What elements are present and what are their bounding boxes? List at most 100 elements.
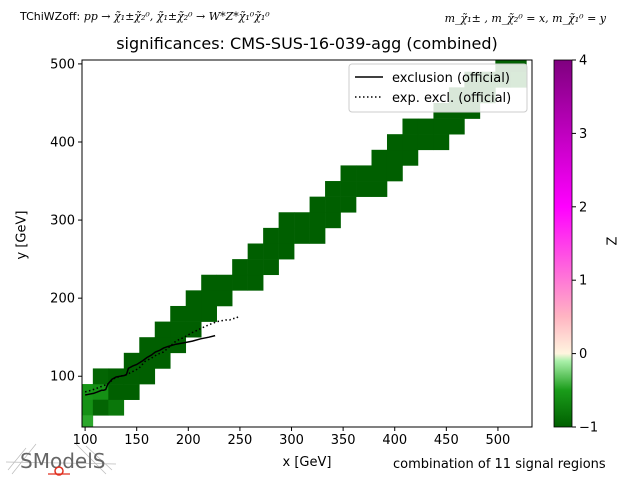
heatmap-cell [278,212,295,229]
plot-frame [81,59,533,428]
colorbar-tick-label: 2 [579,200,587,215]
heatmap-cell [433,134,450,151]
heatmap-cell [201,305,217,322]
heatmap-cell [371,165,388,182]
colorbar-tick-label: −1 [579,421,598,436]
heatmap-cell [123,368,140,385]
mass-spec: m_χ̃₁± , m_χ̃₂⁰ = x, m_χ̃₁⁰ = y [444,12,606,25]
heatmap-cell [201,290,217,307]
x-tick-label: 150 [124,433,149,448]
heatmap-cell [92,399,109,416]
exclusion-curves [84,314,241,396]
heatmap-cell [325,212,341,229]
heatmap-cell [386,165,403,182]
heatmap-cell [309,196,326,213]
heatmap-cell [356,181,372,197]
colorbar-tick-label: 3 [579,127,587,142]
heatmap-cell [201,274,217,291]
heatmap-cell [170,305,187,322]
y-axis-ticks: 100 200 300 400 500 [50,57,82,385]
heatmap-cell [278,243,295,260]
y-tick-label: 100 [50,370,75,385]
y-tick-label: 300 [50,214,75,229]
colorbar-ticks: −1 0 1 2 3 4 [572,54,598,436]
y-tick-label: 500 [50,57,75,72]
smodels-logo: SModelS [6,443,116,476]
heatmap-cell [247,259,264,276]
heatmap-cell [417,134,434,151]
heatmap-cell [356,165,372,182]
y-tick-label: 400 [50,135,75,150]
heatmap-cell [263,227,279,244]
heatmap-cell [139,337,156,354]
logo-red-circle [54,466,64,476]
legend-entry-exclusion: exclusion (official) [392,71,510,86]
heatmap-cell [185,305,202,322]
topology-header: TChiWZoff: pp → χ̃₁±χ̃₂⁰, χ̃₁±χ̃₂⁰ → W*Z… [20,10,270,23]
heatmap-cell [402,134,419,151]
heatmap-cell [247,243,264,260]
expected-exclusion-line [84,314,241,393]
heatmap-cell [139,352,156,369]
heatmap-cell [263,259,279,276]
heatmap-cell [371,181,388,197]
heatmap-cell [247,274,264,291]
heatmap-cell [402,118,419,135]
legend-box [348,63,528,113]
x-tick-label: 300 [279,433,304,448]
heatmap-cell [402,149,419,166]
chart-title: significances: CMS-SUS-16-039-agg (combi… [116,34,498,53]
signal-regions-note: combination of 11 signal regions [393,457,606,472]
heatmap-cell [232,259,248,276]
x-tick-label: 500 [486,433,511,448]
heatmap-cell [325,181,341,197]
heatmap-cell [185,290,202,307]
heatmap-cell [386,134,403,151]
colorbar-tick-label: 0 [579,347,587,362]
heatmap-cell [170,337,187,354]
heatmap-cell [340,196,357,213]
heatmap-cell [82,415,94,427]
heatmap-cell [216,274,233,291]
heatmap-cell [82,384,94,400]
x-tick-label: 100 [73,433,98,448]
heatmap-cell [82,399,94,416]
colorbar-tick-label: 4 [579,54,587,69]
heatmap-cell [433,118,450,135]
heatmap-cell [185,321,202,338]
x-axis-ticks: 100 150 200 250 300 350 400 450 500 [73,427,511,448]
heatmap-cell [139,368,156,385]
heatmap-cell [154,352,171,369]
x-tick-label: 250 [227,433,252,448]
heatmap-cell [448,118,465,135]
legend-entry-expected: exp. excl. (official) [392,91,511,106]
heatmap-cell [216,290,233,307]
heatmap-cell [309,227,326,244]
heatmap-cell [232,274,248,291]
heatmap-cell [340,181,357,197]
heatmap-cell [92,368,109,385]
colorbar [553,59,573,428]
y-tick-label: 200 [50,292,75,307]
heatmap-cell [170,321,187,338]
heatmap-cell [154,337,171,354]
x-tick-label: 400 [382,433,407,448]
heatmap-cell [386,149,403,166]
heatmap-cell [325,196,341,213]
heatmap-cell [123,384,140,400]
logo-decoration [6,443,116,475]
heatmap-cell [340,165,357,182]
topology-name: TChiWZoff: [20,10,81,23]
official-exclusion-line [84,334,216,396]
heatmap-cell [294,227,310,244]
legend: exclusion (official) exp. excl. (officia… [348,63,528,113]
x-tick-label: 350 [331,433,356,448]
heatmap-cell [263,243,279,260]
colorbar-tick-label: 1 [579,274,587,289]
heatmap-cell [108,399,125,416]
x-tick-label: 200 [176,433,201,448]
heatmap-cell [108,384,125,400]
x-tick-label: 450 [434,433,459,448]
heatmap-cell [309,212,326,229]
process-formula: pp → χ̃₁±χ̃₂⁰, χ̃₁±χ̃₂⁰ → W*Z*χ̃₁⁰χ̃₁⁰ [83,10,270,23]
